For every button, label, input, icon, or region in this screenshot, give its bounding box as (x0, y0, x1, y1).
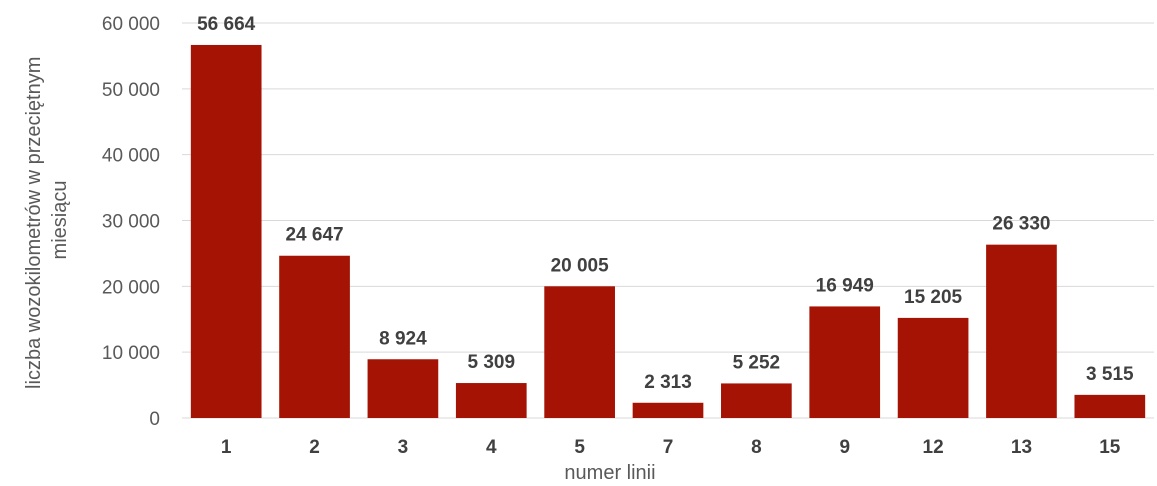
data-label: 16 949 (816, 275, 874, 296)
y-tick-label: 30 000 (102, 212, 160, 233)
y-tick-label: 40 000 (102, 146, 160, 167)
y-tick-label: 0 (149, 409, 160, 430)
data-label: 8 924 (379, 328, 427, 349)
y-tick-label: 60 000 (102, 14, 160, 35)
x-tick-label: 5 (574, 437, 585, 458)
data-label: 26 330 (992, 214, 1050, 235)
data-label: 24 647 (285, 225, 343, 246)
bar (1074, 394, 1146, 418)
data-label: 15 205 (904, 287, 963, 308)
bar (986, 244, 1057, 418)
data-label: 5 252 (733, 352, 781, 373)
x-tick-label: 7 (663, 437, 674, 458)
x-tick-label: 8 (751, 437, 762, 458)
x-tick-label: 3 (398, 437, 409, 458)
bar (897, 317, 969, 418)
x-tick-label: 9 (839, 437, 850, 458)
y-tick-label: 20 000 (102, 277, 160, 298)
x-tick-label: 13 (1011, 437, 1032, 458)
x-tick-label: 2 (309, 437, 320, 458)
y-axis-title: liczba wozokilometrów w przeciętnym mies… (23, 51, 71, 389)
bar (809, 306, 881, 418)
data-label: 5 309 (467, 352, 515, 373)
bar (721, 383, 792, 418)
y-axis-title-line-2: miesiącu (49, 181, 71, 260)
x-axis-title: numer linii (564, 462, 655, 484)
y-tick-label: 50 000 (102, 80, 160, 101)
bar (367, 359, 439, 418)
bar (279, 255, 350, 418)
bars (190, 44, 1146, 418)
x-tick-label: 1 (221, 437, 232, 458)
y-axis-ticks: 0 10 000 20 000 30 000 40 000 50 000 60 000 (102, 14, 160, 430)
x-axis-ticks: 1 2 3 4 5 7 8 9 12 13 15 (221, 437, 1121, 458)
bar (455, 383, 527, 418)
bar (544, 286, 615, 418)
y-axis-title-line-1: liczba wozokilometrów w przeciętnym (23, 57, 45, 389)
x-tick-label: 4 (486, 437, 497, 458)
bar (632, 402, 704, 418)
data-labels: 56 664 24 647 8 924 5 309 20 005 2 313 5 252 16… (197, 14, 1134, 393)
x-tick-label: 15 (1099, 437, 1121, 458)
data-label: 3 515 (1086, 364, 1134, 385)
y-tick-label: 10 000 (102, 343, 160, 364)
bar (190, 44, 262, 418)
data-label: 20 005 (551, 255, 610, 276)
data-label: 56 664 (197, 14, 256, 35)
data-label: 2 313 (644, 372, 692, 393)
x-tick-label: 12 (923, 437, 944, 458)
